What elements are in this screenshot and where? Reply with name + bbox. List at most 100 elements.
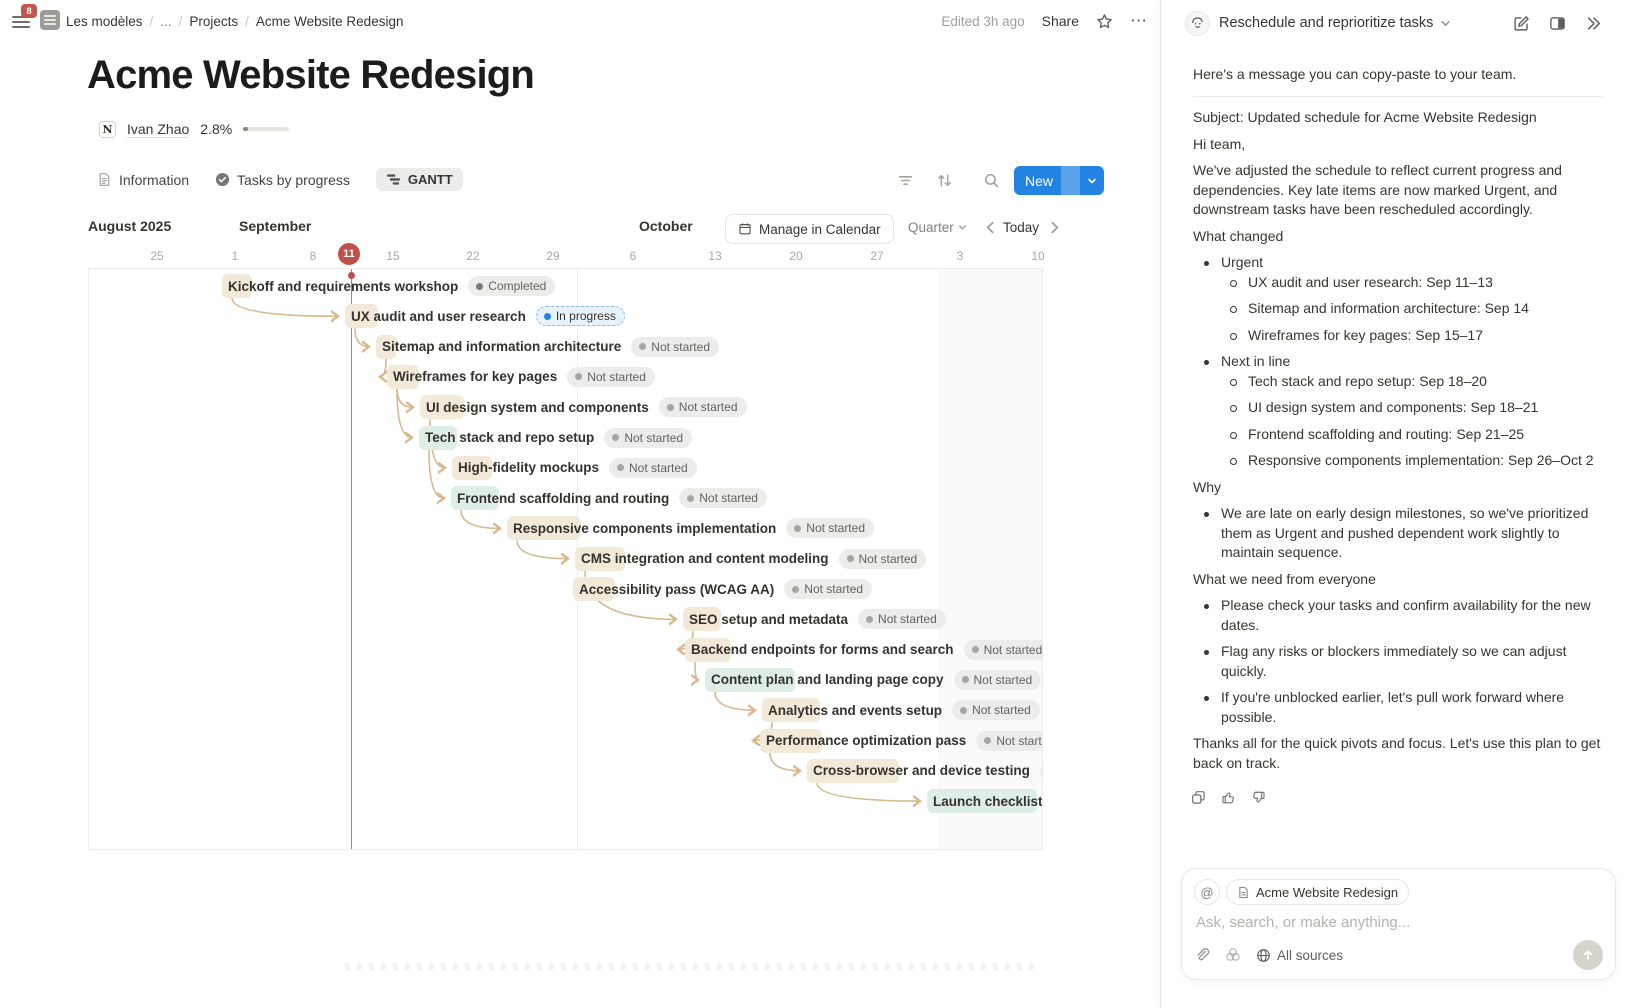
favorite-star-icon[interactable]	[1096, 13, 1113, 30]
thread-title[interactable]: Reschedule and reprioritize tasks	[1219, 15, 1434, 31]
message-paragraph: What we need from everyone	[1193, 570, 1376, 587]
status-badge: Not started	[952, 700, 1040, 721]
task-bar[interactable]	[807, 758, 899, 783]
status-dot-icon	[971, 646, 979, 654]
task-bar[interactable]	[345, 304, 378, 329]
task-bar[interactable]	[575, 546, 625, 571]
copy-icon[interactable]	[1191, 790, 1206, 805]
gantt-task-row[interactable]: Content plan and landing page copy Not st…	[705, 667, 1042, 693]
task-label: Cross-browser and device testing	[813, 763, 1030, 779]
today-button[interactable]: Today	[1003, 220, 1040, 235]
breadcrumb-current-page[interactable]: Acme Website Redesign	[255, 13, 404, 29]
gantt-task-row[interactable]: Analytics and events setup Not started	[762, 697, 1040, 723]
send-button[interactable]	[1573, 940, 1603, 970]
status-dot-icon	[960, 706, 968, 714]
document-icon	[1237, 886, 1250, 899]
task-label: UX audit and user research	[351, 308, 526, 324]
gantt-task-row[interactable]: High-fidelity mockups Not started	[452, 455, 697, 481]
gantt-task-row[interactable]: Sitemap and information architecture Not …	[376, 334, 719, 360]
gantt-task-row[interactable]: Backend endpoints for forms and search No…	[685, 637, 1042, 663]
message-bullet: Please check your tasks and confirm avai…	[1193, 596, 1604, 635]
breadcrumb-separator: /	[245, 13, 249, 29]
sort-icon[interactable]	[936, 172, 953, 189]
task-bar[interactable]	[573, 577, 615, 601]
task-bar[interactable]	[705, 667, 795, 692]
mention-button[interactable]: @	[1194, 879, 1220, 905]
manage-in-calendar-button[interactable]: Manage in Calendar	[725, 214, 894, 244]
task-bar[interactable]	[420, 395, 464, 420]
sidebar-menu-icon[interactable]	[12, 13, 30, 29]
all-sources-selector[interactable]: All sources	[1256, 948, 1343, 963]
task-bar[interactable]	[387, 364, 419, 389]
status-dot-icon	[792, 585, 800, 593]
chevron-down-icon[interactable]	[1080, 176, 1104, 186]
breadcrumb-separator: /	[149, 13, 154, 29]
share-button[interactable]: Share	[1041, 13, 1079, 29]
search-icon[interactable]	[983, 172, 1000, 189]
gantt-task-row[interactable]: UI design system and components Not start…	[420, 394, 747, 420]
breadcrumb-projects[interactable]: Projects	[189, 13, 239, 29]
gantt-task-row[interactable]: Frontend scaffolding and routing Not star…	[451, 485, 767, 511]
task-bar[interactable]	[452, 455, 492, 480]
chevron-down-icon[interactable]	[1440, 18, 1451, 29]
task-label: Frontend scaffolding and routing	[457, 490, 670, 506]
status-badge: Completed	[468, 276, 556, 296]
status-dot-icon	[984, 737, 992, 744]
gantt-task-row[interactable]: Responsive components implementation Not …	[507, 515, 874, 541]
range-select[interactable]: Quarter	[908, 220, 967, 235]
page-title: Acme Website Redesign	[87, 53, 535, 97]
more-options-button[interactable]: ⋯	[1130, 11, 1148, 30]
gantt-task-row[interactable]: Cross-browser and device testing Not star…	[807, 758, 1042, 784]
task-bar[interactable]	[376, 334, 396, 359]
message-sub-bullet: Frontend scaffolding and routing: Sep 21…	[1221, 425, 1604, 445]
gantt-task-row[interactable]: Wireframes for key pages Not started	[387, 364, 655, 390]
thumbs-up-icon[interactable]	[1221, 790, 1236, 805]
chevron-left-icon[interactable]	[985, 221, 996, 234]
collapse-panel-icon[interactable]	[1585, 15, 1602, 32]
date-label: 13	[708, 249, 722, 263]
date-label: 29	[546, 249, 560, 263]
month-label: October	[639, 218, 693, 234]
tab-information[interactable]: Information	[97, 172, 189, 188]
task-bar[interactable]	[762, 698, 820, 723]
gantt-task-row[interactable]: SEO setup and metadata Not started	[683, 606, 946, 632]
tab-gantt[interactable]: GANTT	[375, 168, 463, 191]
new-thread-icon[interactable]	[1513, 15, 1530, 32]
new-button[interactable]: New	[1014, 166, 1105, 195]
task-label: Responsive components implementation	[513, 520, 777, 536]
task-bar[interactable]	[451, 486, 499, 511]
task-bar[interactable]	[507, 516, 581, 541]
message-sub-bullet: UI design system and components: Sep 18–…	[1221, 398, 1604, 418]
gantt-task-row[interactable]: Performance optimization pass Not started	[760, 728, 1042, 754]
tab-tasks-by-progress[interactable]: Tasks by progress	[215, 172, 350, 188]
gantt-task-row[interactable]: Kickoff and requirements workshop Complet…	[222, 273, 556, 299]
gantt-task-row[interactable]: UX audit and user research In progress	[345, 303, 625, 329]
ai-model-icon[interactable]	[1225, 947, 1241, 963]
message-sub-bullet: Responsive components implementation: Se…	[1221, 451, 1604, 471]
progress-percent: 2.8%	[200, 121, 233, 137]
message-sub-bullet: Tech stack and repo setup: Sep 18–20	[1221, 372, 1604, 392]
gantt-task-row[interactable]: Launch checklist a	[927, 788, 1042, 814]
chevron-right-icon[interactable]	[1049, 221, 1060, 234]
task-bar[interactable]	[222, 274, 252, 298]
context-page-chip[interactable]: Acme Website Redesign	[1226, 879, 1410, 905]
thumbs-down-icon[interactable]	[1251, 790, 1266, 805]
breadcrumb-workspace[interactable]: Les modèles	[66, 13, 143, 29]
task-bar[interactable]	[685, 637, 731, 662]
ask-ai-input[interactable]	[1194, 914, 1603, 931]
task-bar[interactable]	[927, 789, 1037, 814]
status-badge: Not started	[604, 427, 693, 448]
gantt-task-row[interactable]: CMS integration and content modeling Not …	[575, 546, 927, 572]
attachment-icon[interactable]	[1194, 947, 1210, 963]
task-bar[interactable]	[683, 607, 721, 632]
task-bar[interactable]	[760, 728, 822, 753]
task-bar[interactable]	[419, 425, 457, 450]
breadcrumb-ellipsis[interactable]: ...	[160, 13, 172, 29]
gantt-task-row[interactable]: Tech stack and repo setup Not started	[419, 425, 693, 451]
gantt-task-row[interactable]: Accessibility pass (WCAG AA) Not started	[573, 576, 872, 602]
filter-icon[interactable]	[897, 172, 914, 189]
owner-name[interactable]: Ivan Zhao	[127, 120, 190, 138]
panel-layout-toggle-icon[interactable]	[1549, 15, 1566, 32]
message-paragraph: Thanks all for the quick pivots and focu…	[1193, 735, 1601, 771]
status-badge: Not started	[838, 548, 927, 569]
